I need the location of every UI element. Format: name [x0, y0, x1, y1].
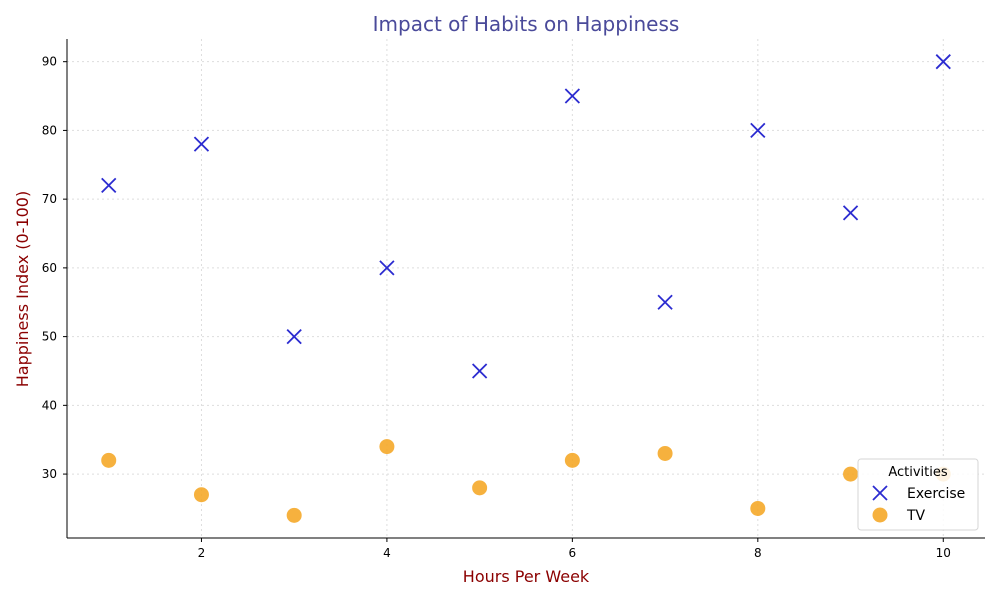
y-axis-title: Happiness Index (0-100)	[13, 191, 32, 387]
x-tick-label: 10	[936, 546, 951, 560]
x-tick-label: 6	[569, 546, 577, 560]
legend-label-tv: TV	[906, 508, 926, 524]
tv-point	[379, 439, 395, 455]
chart-title: Impact of Habits on Happiness	[373, 12, 680, 36]
exercise-point	[471, 363, 488, 379]
x-tick-label: 8	[754, 546, 762, 560]
grid	[67, 39, 985, 538]
legend-label-exercise: Exercise	[907, 486, 965, 502]
axes	[66, 39, 985, 539]
exercise-point	[935, 54, 951, 70]
exercise-point	[564, 88, 581, 104]
x-tick-label: 4	[383, 546, 391, 560]
x-axis-title: Hours Per Week	[463, 567, 590, 586]
tv-point	[564, 452, 580, 468]
exercise-point	[750, 122, 766, 139]
y-tick-label: 40	[42, 398, 57, 412]
tv-point	[843, 466, 859, 482]
tv-point	[472, 480, 488, 496]
ticks: 2 4 6 8 10 30 40 50 60 70 80 90	[42, 55, 951, 560]
tv-point	[286, 507, 302, 523]
y-tick-label: 30	[42, 467, 57, 481]
y-tick-label: 50	[42, 330, 57, 344]
exercise-point	[193, 136, 210, 152]
data-points	[101, 54, 951, 523]
exercise-point	[842, 205, 859, 221]
tv-point	[657, 445, 673, 461]
y-tick-label: 90	[42, 55, 57, 69]
tv-point	[193, 487, 209, 503]
exercise-point	[286, 328, 302, 345]
legend-marker-tv	[872, 507, 888, 523]
tv-point	[101, 452, 117, 468]
y-tick-label: 60	[42, 261, 57, 275]
y-tick-label: 70	[42, 192, 57, 206]
x-tick-label: 2	[198, 546, 206, 560]
tv-point	[750, 500, 766, 516]
exercise-point	[657, 294, 673, 310]
legend: Activities Exercise TV	[857, 458, 979, 531]
exercise-point	[379, 260, 395, 276]
legend-title: Activities	[888, 465, 948, 480]
y-tick-label: 80	[42, 123, 57, 137]
legend-marker-exercise	[872, 485, 888, 501]
exercise-point	[101, 177, 117, 194]
legend-box	[857, 458, 979, 531]
